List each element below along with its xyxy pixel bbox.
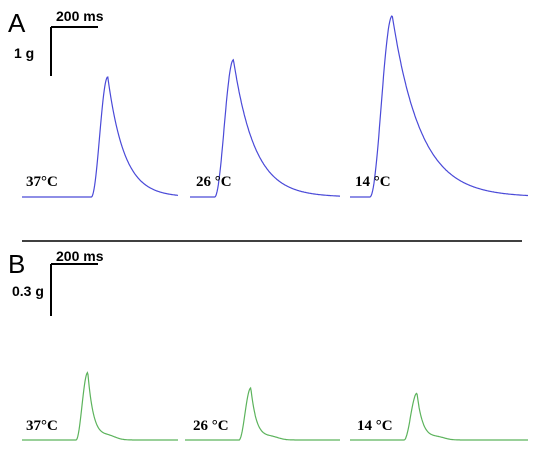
- panel-b-trace-14c: [350, 392, 528, 441]
- panel-b-trace-26c: [185, 386, 340, 441]
- panel-a-amplitude-scale-label: 1 g: [14, 45, 34, 61]
- panel-b-time-scale-label: 200 ms: [56, 248, 104, 264]
- panel-a-trace-26c: [190, 58, 340, 198]
- panel-b-label-14c: 14 °C: [357, 418, 393, 434]
- panel-a-label-37c: 37°C: [26, 174, 58, 190]
- panel-b-letter: B: [8, 249, 25, 279]
- panel-a-time-scale-label: 200 ms: [56, 8, 104, 24]
- panel-b-trace-37c: [22, 371, 178, 441]
- panel-b: B 200 ms 0.3 g 37°C 26 °C 14 °C: [8, 248, 528, 441]
- panel-a-trace-37c: [22, 76, 178, 198]
- panel-a: A 200 ms 1 g 37°C 26 °C 14 °C: [8, 8, 528, 198]
- panel-a-trace-14c: [350, 15, 528, 198]
- panel-b-label-26c: 26 °C: [193, 418, 229, 434]
- panel-a-label-26c: 26 °C: [196, 174, 232, 190]
- panel-a-label-14c: 14 °C: [355, 174, 391, 190]
- panel-b-label-37c: 37°C: [26, 418, 58, 434]
- panel-a-letter: A: [8, 8, 26, 38]
- panel-b-amplitude-scale-label: 0.3 g: [12, 283, 44, 299]
